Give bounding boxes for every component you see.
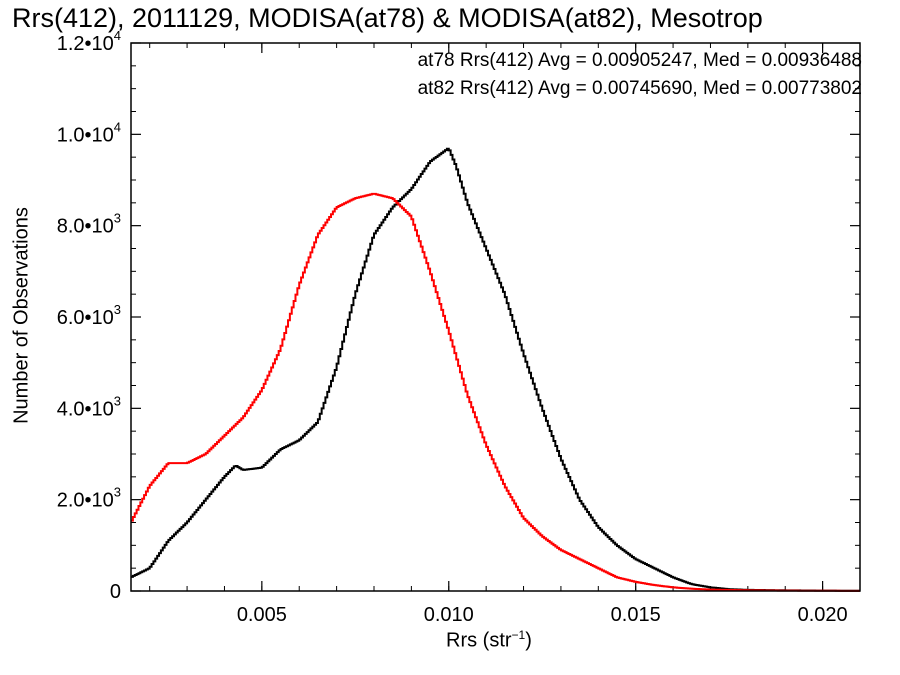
y-tick-label: 1.0•104: [57, 119, 121, 146]
x-axis-label-close: ): [525, 629, 532, 652]
chart-title: Rrs(412), 2011129, MODISA(at78) & MODISA…: [12, 3, 763, 33]
x-tick-label: 0.005: [237, 604, 287, 626]
series-at78-line: [131, 147, 860, 592]
y-tick-label: 0: [110, 581, 121, 603]
plot-frame: [130, 42, 861, 592]
y-tick-label: 8.0•103: [57, 211, 121, 238]
x-axis-label-base: Rrs (str: [446, 629, 512, 652]
x-tick-label: 0.020: [798, 604, 848, 626]
axis-ticks: 0.005 0.010 0.015 0.020 0 2.0•103 4.0•103 6.0•1…: [57, 28, 860, 626]
x-axis-label: Rrs (str−1): [446, 628, 532, 653]
series-group: [131, 147, 860, 592]
series-at82-line: [131, 192, 860, 592]
y-tick-label: 6.0•103: [57, 302, 121, 329]
y-tick-label: 2.0•103: [57, 485, 121, 512]
legend-entry-at78: at78 Rrs(412) Avg = 0.00905247, Med = 0.…: [417, 50, 862, 71]
x-tick-label: 0.015: [611, 604, 661, 626]
legend-entry-at82: at82 Rrs(412) Avg = 0.00745690, Med = 0.…: [417, 78, 862, 99]
x-tick-label: 0.010: [424, 604, 474, 626]
y-tick-label: 4.0•103: [57, 393, 121, 420]
x-axis-label-sup: −1: [511, 628, 526, 642]
y-tick-label: 1.2•104: [57, 28, 121, 55]
